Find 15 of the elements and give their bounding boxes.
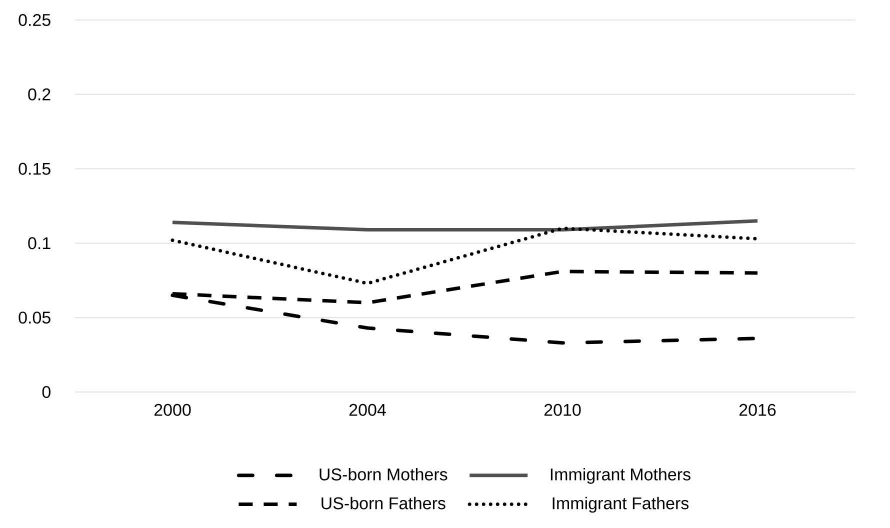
legend-label: US-born Fathers — [322, 496, 446, 510]
y-tick-label: 0.2 — [28, 88, 50, 100]
y-tick-label: 0.05 — [18, 312, 50, 324]
y-tick-label: 0.1 — [28, 237, 50, 250]
legend-label: US-born Mothers — [320, 468, 448, 480]
legend-label: Immigrant Mothers — [550, 468, 690, 484]
x-tick-label: 2004 — [349, 404, 386, 416]
x-tick-label: 2010 — [544, 404, 581, 416]
y-tick-label: 0.25 — [18, 14, 50, 26]
y-tick-label: 0 — [42, 386, 50, 398]
legend-label: Immigrant Fathers — [552, 496, 689, 513]
x-tick-label: 2000 — [154, 404, 191, 416]
y-tick-label: 0.15 — [18, 162, 50, 175]
line-series — [170, 226, 760, 286]
x-tick-label: 2016 — [739, 404, 776, 416]
